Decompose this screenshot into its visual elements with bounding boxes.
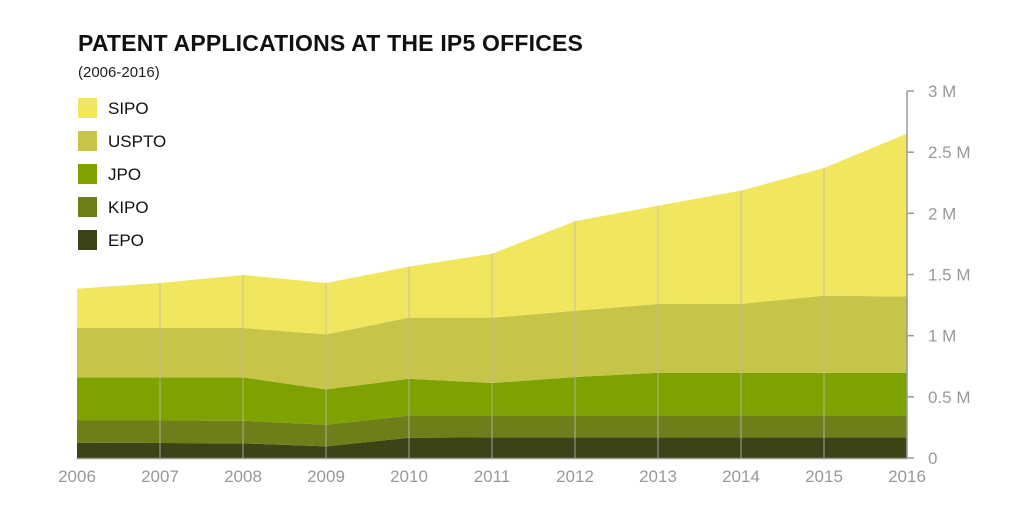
x-tick-label: 2008 [224,467,262,486]
y-tick-label: 2 M [928,204,956,223]
legend-label-sipo: SIPO [108,99,149,118]
x-tick-label: 2011 [474,467,511,486]
y-tick-label: 0.5 M [928,388,971,407]
y-tick-label: 0 [928,449,937,468]
legend-swatch-uspto [78,131,97,151]
legend-swatch-kipo [78,197,97,217]
legend-swatch-epo [78,230,97,250]
x-tick-label: 2007 [141,467,179,486]
x-tick-label: 2014 [722,467,760,486]
legend-swatch-jpo [78,164,97,184]
x-tick-label: 2012 [556,467,594,486]
x-tick-label: 2016 [888,467,926,486]
legend-label-jpo: JPO [108,165,141,184]
y-tick-label: 2.5 M [928,143,971,162]
x-tick-label: 2015 [805,467,843,486]
x-tick-label: 2013 [639,467,677,486]
chart-title: PATENT APPLICATIONS AT THE IP5 OFFICES [78,30,584,56]
legend-label-kipo: KIPO [108,198,149,217]
x-tick-label: 2009 [307,467,345,486]
chart-subtitle: (2006-2016) [78,64,160,81]
legend-swatch-sipo [78,98,97,118]
area-sipo [77,133,907,335]
y-tick-label: 1 M [928,327,956,346]
x-tick-label: 2010 [390,467,428,486]
y-tick-label: 3 M [928,82,956,101]
legend-label-epo: EPO [108,231,144,250]
y-tick-label: 1.5 M [928,266,971,285]
legend-label-uspto: USPTO [108,132,166,151]
x-tick-label: 2006 [58,467,96,486]
